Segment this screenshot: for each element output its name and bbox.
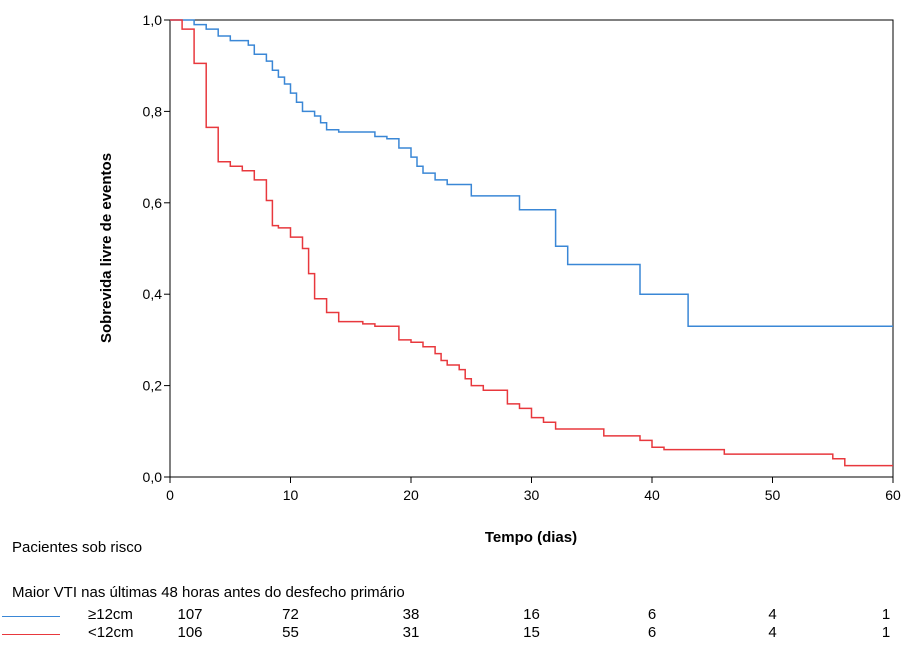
series-layer (170, 19, 893, 467)
y-axis-title: Sobrevida livre de eventos (98, 153, 115, 343)
series-line-ge12cm (170, 19, 893, 327)
x-tick-label: 0 (166, 487, 174, 503)
y-tick-label: 0,4 (143, 286, 163, 302)
x-tick-label: 50 (765, 487, 781, 503)
x-tick-label: 10 (283, 487, 299, 503)
x-axis-title: Tempo (dias) (485, 529, 577, 546)
x-tick-label: 60 (885, 487, 901, 503)
x-tick-label: 20 (403, 487, 419, 503)
y-axis: 0,0 0,2 0,4 0,6 0,8 1,0 (143, 12, 170, 485)
series-line-lt12cm (170, 19, 893, 467)
y-tick-label: 1,0 (143, 12, 163, 28)
x-tick-label: 30 (524, 487, 540, 503)
y-tick-label: 0,2 (143, 378, 163, 394)
y-tick-label: 0,0 (143, 469, 163, 485)
x-axis: 0 10 20 30 40 50 60 (166, 477, 901, 503)
x-tick-label: 40 (644, 487, 660, 503)
y-tick-label: 0,8 (143, 103, 163, 119)
y-tick-label: 0,6 (143, 195, 163, 211)
